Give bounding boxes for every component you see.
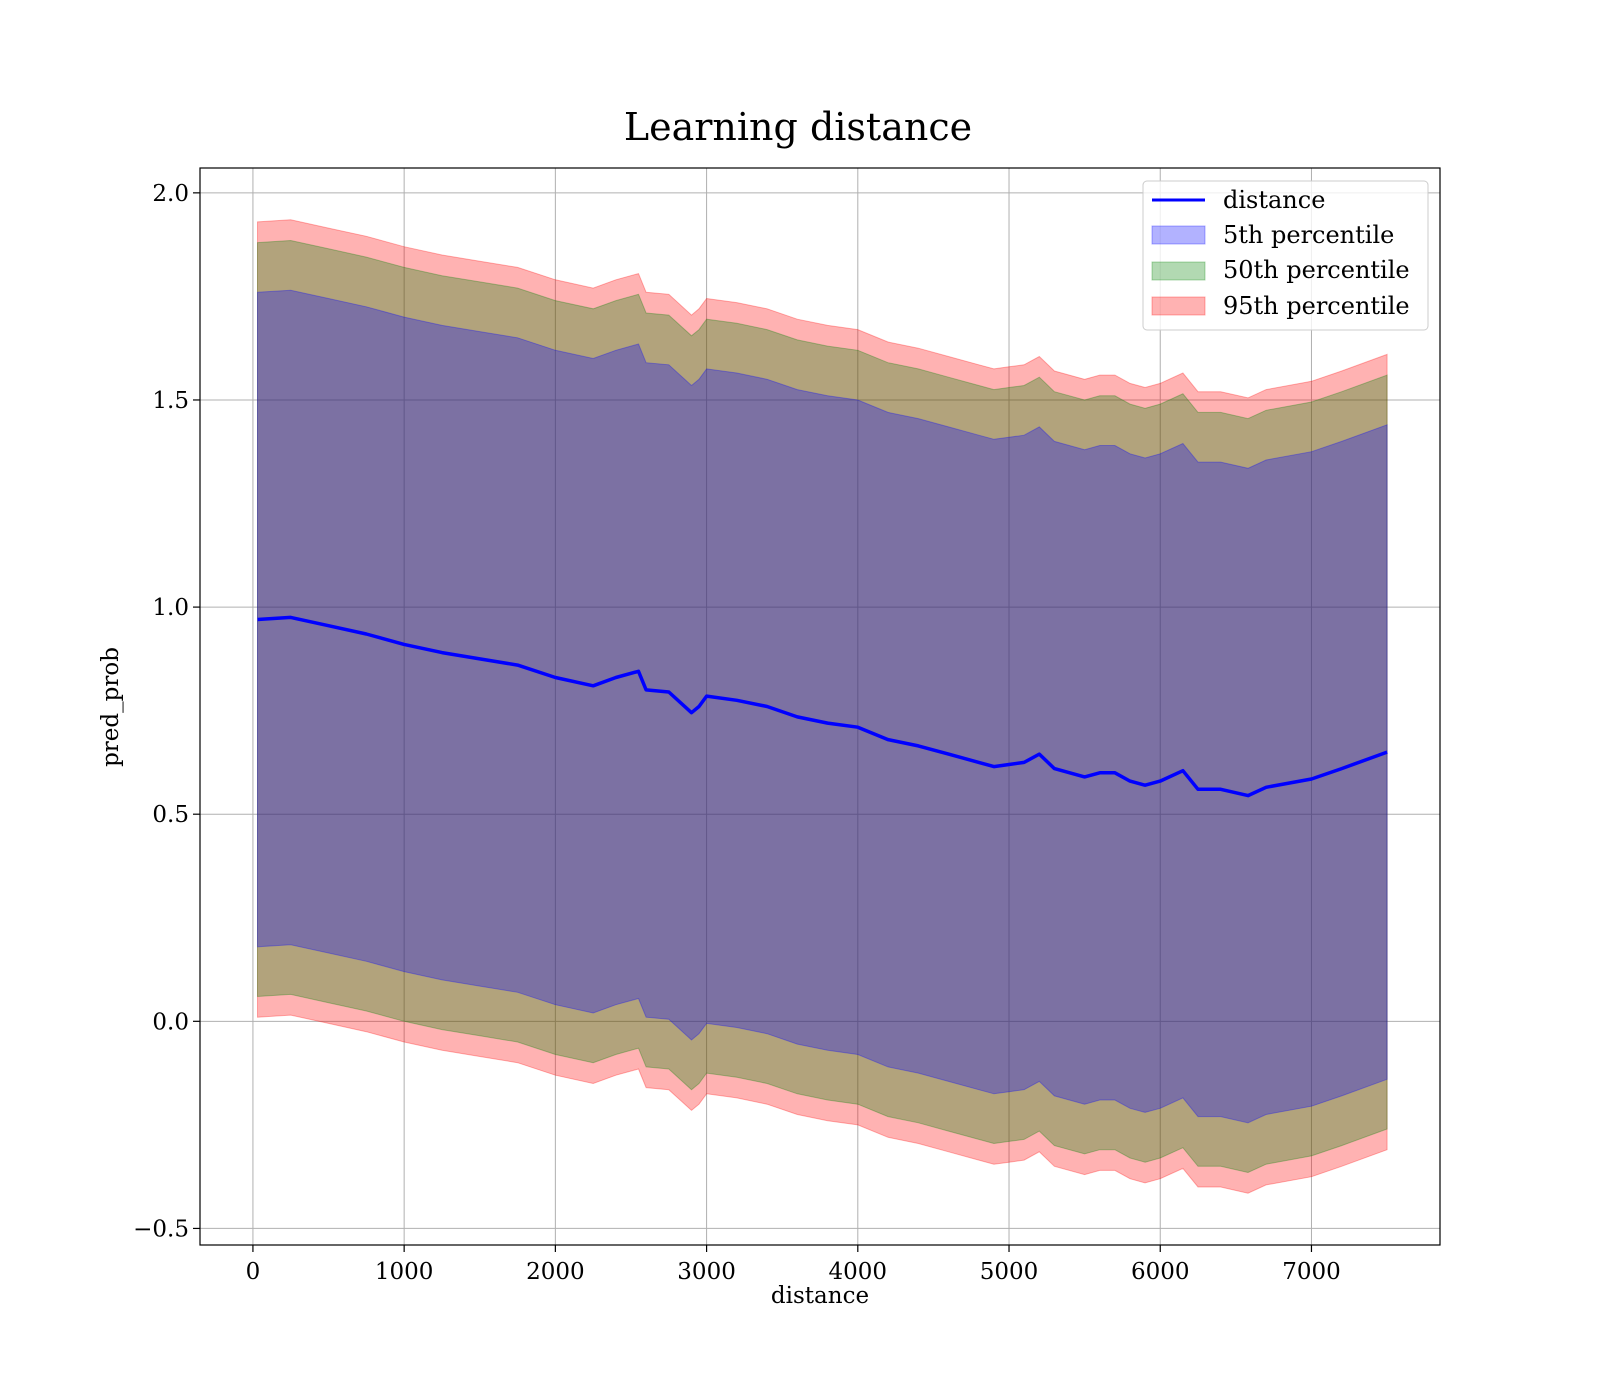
x-tick-label: 6000 <box>1131 1259 1190 1285</box>
y-tick-label: 2.0 <box>152 181 189 207</box>
legend-frame <box>1142 180 1429 331</box>
y-tick-label: 0.5 <box>152 802 189 828</box>
legend-label-distance: distance <box>1223 186 1325 214</box>
legend-label-50th: 50th percentile <box>1223 256 1410 284</box>
y-tick-label: −0.5 <box>133 1216 189 1242</box>
x-tick-label: 4000 <box>829 1259 888 1285</box>
axis-ticks: 0 1000 2000 3000 4000 5000 6000 7000 −0.5 0.0 0.5 1… <box>133 181 1341 1285</box>
plot-frame <box>199 167 1441 1246</box>
y-axis-label: pred_prob <box>98 647 124 767</box>
y-tick-label: 1.0 <box>152 595 189 621</box>
x-tick-label: 3000 <box>677 1259 736 1285</box>
x-tick-label: 1000 <box>375 1259 434 1285</box>
legend: distance 5th percentile 50th percentile … <box>1142 180 1429 331</box>
y-tick-label: 0.0 <box>152 1009 189 1035</box>
legend-swatch-95th <box>1151 296 1206 316</box>
band-95th-percentile <box>257 219 1388 1194</box>
band-5th-percentile <box>257 289 1388 1124</box>
legend-swatch-5th <box>1151 225 1206 245</box>
chart-title: Learning distance <box>624 105 972 149</box>
y-tick-label: 1.5 <box>152 388 189 414</box>
x-axis-label: distance <box>771 1283 869 1309</box>
x-tick-label: 5000 <box>980 1259 1039 1285</box>
legend-label-95th: 95th percentile <box>1223 292 1410 320</box>
percentile-bands <box>257 219 1388 1194</box>
band-50th-percentile <box>257 239 1388 1174</box>
distance-line <box>257 615 1388 798</box>
x-tick-label: 0 <box>246 1259 261 1285</box>
x-tick-label: 7000 <box>1282 1259 1341 1285</box>
legend-label-5th: 5th percentile <box>1223 221 1394 249</box>
distance-line-layer <box>257 615 1388 798</box>
x-tick-label: 2000 <box>526 1259 585 1285</box>
legend-swatch-50th <box>1151 261 1206 281</box>
